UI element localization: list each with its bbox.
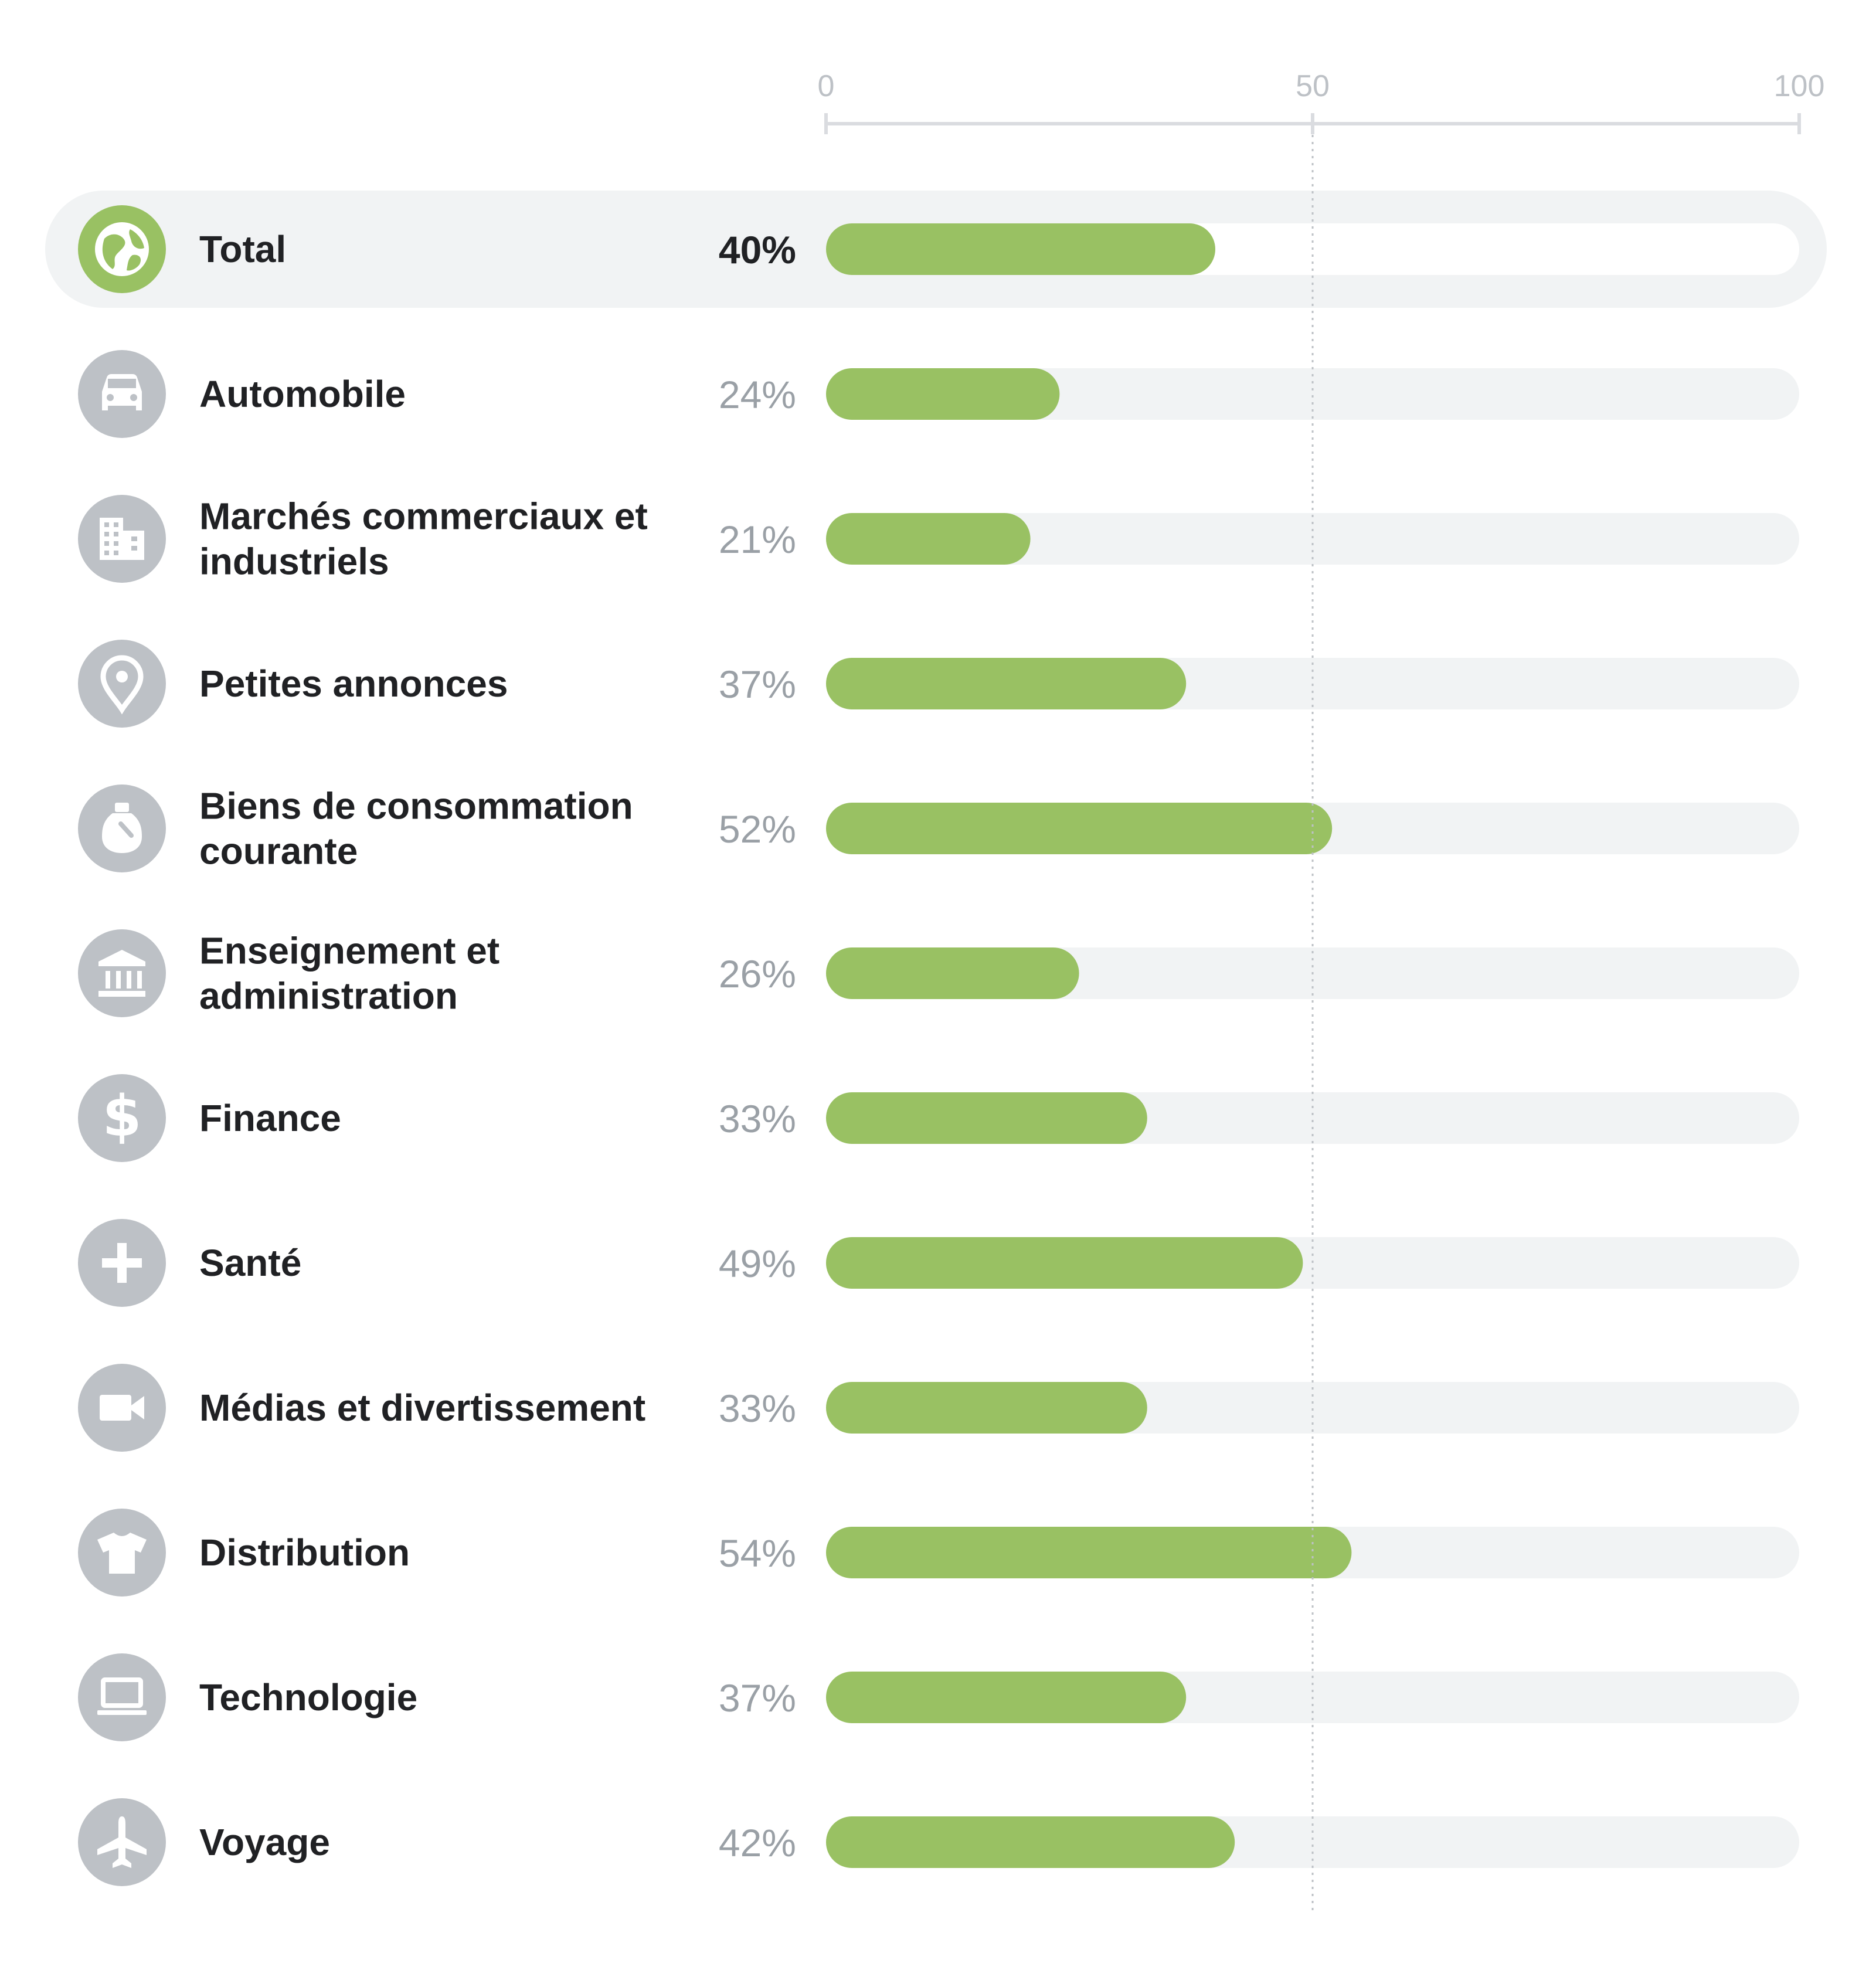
chart-row: Technologie 37% (78, 1653, 1799, 1741)
chart-row: Total 40% (45, 191, 1827, 308)
value-label: 24% (719, 373, 796, 416)
icon-circle (78, 1653, 166, 1741)
category-label: Total (199, 228, 286, 270)
car-icon (102, 374, 142, 410)
category-label: Voyage (199, 1821, 330, 1863)
value-label: 54% (719, 1531, 796, 1575)
bar (826, 1816, 1235, 1868)
building-icon (100, 518, 144, 560)
chart-row: Automobile 24% (78, 350, 1799, 438)
category-label: Biens de consommation courante (199, 785, 633, 872)
category-label: Technologie (199, 1676, 417, 1718)
icon-circle (78, 929, 166, 1017)
chart-row: Voyage 42% (78, 1798, 1799, 1886)
x-tick-label: 100 (1774, 69, 1825, 103)
chart-row: Enseignement et administration 26% (78, 929, 1799, 1017)
bar (826, 803, 1333, 854)
category-label: Médias et divertissement (199, 1387, 645, 1429)
bar (826, 223, 1215, 275)
value-label: 33% (719, 1097, 796, 1140)
video-camera-icon (100, 1395, 144, 1421)
bar (826, 1672, 1187, 1723)
value-label: 49% (719, 1242, 796, 1285)
bar (826, 947, 1079, 999)
category-label: Distribution (199, 1531, 410, 1574)
chart-row: Marchés commerciaux et industriels 21% (78, 495, 1799, 583)
airplane-icon (97, 1816, 147, 1868)
value-label: 37% (719, 1676, 796, 1720)
bar (826, 1237, 1303, 1289)
bar (826, 513, 1031, 565)
value-label: 26% (719, 952, 796, 996)
detergent-bottle-icon (102, 803, 142, 853)
plus-icon (102, 1243, 142, 1283)
globe-icon (95, 222, 149, 276)
chart-row: Santé 49% (78, 1219, 1799, 1307)
category-label: Automobile (199, 373, 406, 415)
bar (826, 1092, 1147, 1144)
chart-row: Distribution 54% (78, 1509, 1799, 1597)
x-tick-label: 50 (1296, 69, 1330, 103)
category-label: Finance (199, 1097, 341, 1139)
x-tick-label: 0 (818, 69, 835, 103)
chart-row: Petites annonces 37% (78, 640, 1799, 728)
bar-track (826, 513, 1799, 565)
category-label: Marchés commerciaux et industriels (199, 495, 648, 583)
value-label: 52% (719, 807, 796, 851)
category-label: Enseignement et administration (199, 930, 499, 1017)
value-label: 42% (719, 1821, 796, 1864)
tshirt-icon (97, 1533, 147, 1574)
value-label: 21% (719, 518, 796, 561)
chart-row: $ Finance 33% (78, 1074, 1799, 1162)
bar (826, 658, 1187, 709)
icon-circle (78, 1074, 166, 1162)
value-label: 37% (719, 663, 796, 706)
location-pin-icon (100, 655, 144, 715)
chart-rows: Total 40% Automobile 24% Marchés commerciaux… (45, 191, 1827, 1886)
x-axis: 0 50 100 (818, 69, 1825, 134)
bar (826, 1527, 1352, 1578)
category-label: Petites annonces (199, 663, 508, 705)
chart-row: Biens de consommation courante 52% (78, 784, 1799, 872)
category-label: Santé (199, 1242, 301, 1284)
value-label: 33% (719, 1387, 796, 1430)
icon-circle (78, 640, 166, 728)
svg-text:$: $ (103, 1084, 142, 1149)
bar (826, 1382, 1147, 1434)
chart-row: Médias et divertissement 33% (78, 1364, 1799, 1452)
bar-track (826, 368, 1799, 420)
bar (826, 368, 1060, 420)
institution-icon (98, 950, 145, 997)
laptop-icon (97, 1677, 147, 1715)
value-label: 40% (719, 228, 796, 271)
dollar-icon: $ (103, 1084, 142, 1149)
